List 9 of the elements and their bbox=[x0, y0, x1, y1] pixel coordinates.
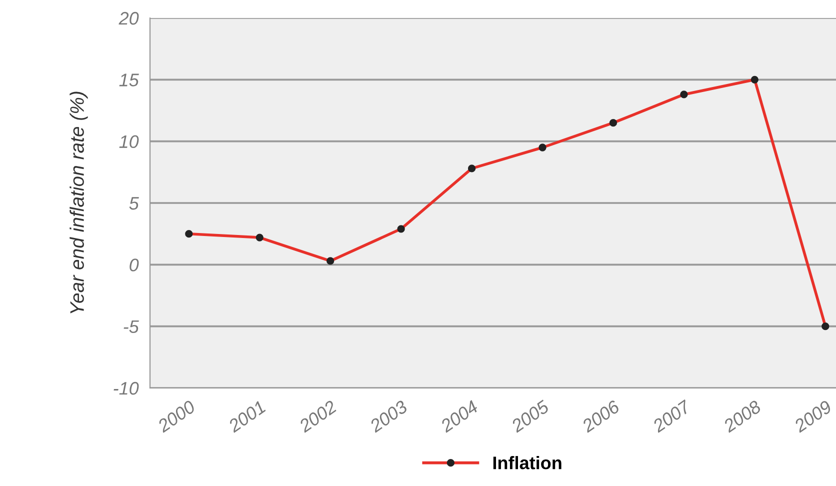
y-tick-label: 0 bbox=[130, 258, 139, 272]
legend-label: Inflation bbox=[493, 456, 562, 470]
y-tick-label: 5 bbox=[129, 197, 139, 210]
y-tick-label: -10 bbox=[114, 382, 139, 395]
y-tick-label: -5 bbox=[124, 320, 139, 334]
y-tick-label: 20 bbox=[118, 12, 139, 25]
y-tick-label: 10 bbox=[119, 135, 139, 148]
y-tick-label: 15 bbox=[119, 74, 139, 86]
y-axis-title: Year end inflation rate (%) bbox=[70, 92, 88, 314]
